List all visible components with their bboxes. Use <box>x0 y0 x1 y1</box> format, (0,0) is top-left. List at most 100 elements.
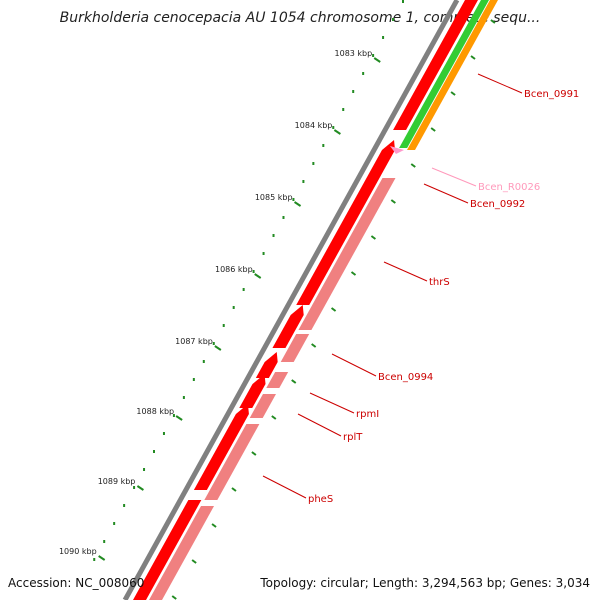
tick-mark <box>136 485 144 491</box>
gene-label-Bcen_R0026: Bcen_R0026 <box>478 182 540 193</box>
tick-label: 1087 kbp <box>175 337 213 346</box>
ruler-dot <box>103 540 106 543</box>
gene-label-Bcen_0992: Bcen_0992 <box>470 199 525 210</box>
tick-mark <box>293 201 302 207</box>
kbp-ticks: 1083 kbp 1084 kbp 1085 kbp 1086 kbp 1087 kbp… <box>59 19 496 600</box>
ruler-dot <box>292 198 295 201</box>
forward-cds-6 <box>133 500 202 600</box>
leader-line <box>262 475 307 499</box>
forward-cds-2 <box>272 305 304 348</box>
ruler-dot <box>352 90 355 93</box>
ruler-dot <box>272 234 275 237</box>
ruler-dot <box>362 72 365 75</box>
tick-label: 1085 kbp <box>255 193 293 202</box>
gene-label-Bcen_0994: Bcen_0994 <box>378 372 433 383</box>
leader-line <box>423 183 469 204</box>
ruler-dot <box>342 108 345 111</box>
inner-tick <box>231 487 237 492</box>
ruler-dots <box>93 0 404 561</box>
gene-label-rpmI: rpmI <box>356 409 379 420</box>
ruler-dot <box>252 270 255 273</box>
inner-tick <box>410 163 416 168</box>
leader-line <box>431 167 477 187</box>
reverse-cds-0 <box>298 178 396 330</box>
reverse-cds-2 <box>266 372 289 388</box>
tick-label: 1084 kbp <box>295 121 333 130</box>
reverse-cds-4 <box>204 424 260 500</box>
gene-label-pheS: pheS <box>308 494 333 505</box>
orange-track <box>407 0 498 150</box>
ruler-dot <box>133 486 136 489</box>
inner-tick <box>330 307 337 312</box>
ruler-dot <box>382 36 385 39</box>
tick-label: 1090 kbp <box>59 547 97 556</box>
leader-line <box>477 73 523 94</box>
ruler-dot <box>182 396 185 399</box>
forward-cds-1 <box>296 140 395 305</box>
ruler-dot <box>282 216 285 219</box>
inner-tick <box>390 199 396 204</box>
leader-line <box>331 353 377 377</box>
genome-summary-text: Topology: circular; Length: 3,294,563 bp… <box>260 576 590 590</box>
leader-line <box>297 413 342 437</box>
inner-tick <box>490 19 496 24</box>
inner-tick <box>271 415 277 420</box>
ruler-dot <box>202 360 205 363</box>
inner-tick <box>470 55 476 60</box>
tick-mark <box>373 57 381 63</box>
ruler-dot <box>302 180 305 183</box>
inner-tick <box>191 559 197 564</box>
ruler-dot <box>153 450 155 453</box>
gene-label-thrS: thrS <box>429 277 450 288</box>
ruler-dot <box>143 468 146 471</box>
inner-tick <box>350 271 357 276</box>
inner-tick <box>291 379 297 384</box>
ruler-dot <box>392 18 395 21</box>
ruler-dot <box>113 522 116 525</box>
ruler-dot <box>262 252 265 255</box>
ruler-dot <box>372 54 375 57</box>
ruler-dot <box>402 0 404 3</box>
tick-mark <box>175 415 183 421</box>
tick-mark <box>333 129 341 135</box>
accession-text: Accession: NC_008060 <box>8 576 145 590</box>
forward-cds-4 <box>239 374 266 408</box>
inner-tick <box>370 235 377 240</box>
ruler-dot <box>123 504 126 507</box>
ruler-dot <box>232 306 235 309</box>
reverse-cds-5 <box>149 506 215 600</box>
forward-cds-5 <box>193 404 249 490</box>
backbone-line <box>122 0 460 600</box>
ruler-dot <box>332 126 335 129</box>
inner-tick <box>311 343 317 348</box>
tick-mark <box>214 345 222 351</box>
ruler-dot <box>222 324 225 327</box>
tick-label: 1089 kbp <box>98 477 136 486</box>
gene-labels: Bcen_0991 Bcen_R0026 Bcen_0992 thrS Bcen_099… <box>262 73 579 505</box>
tick-mark <box>254 273 262 279</box>
tick-mark <box>98 555 106 561</box>
tick-label: 1088 kbp <box>136 407 174 416</box>
feature-tracks <box>122 0 498 600</box>
gene-label-rplT: rplT <box>343 432 363 443</box>
inner-tick <box>450 91 456 96</box>
rna-feature <box>390 146 404 154</box>
forward-cds-3 <box>255 352 278 378</box>
inner-tick <box>211 523 217 528</box>
tick-label: 1083 kbp <box>335 49 373 58</box>
forward-cds-0 <box>393 0 478 130</box>
ruler-dot <box>192 378 195 381</box>
leader-line <box>309 392 355 414</box>
inner-tick <box>171 595 177 600</box>
inner-tick <box>251 451 257 456</box>
ruler-dot <box>212 342 215 345</box>
leader-line <box>383 261 428 282</box>
reverse-cds-3 <box>249 394 276 418</box>
map-title: Burkholderia cenocepacia AU 1054 chromos… <box>59 10 541 26</box>
ruler-dot <box>242 288 245 291</box>
reverse-cds-1 <box>280 334 310 362</box>
ruler-dot <box>93 558 96 561</box>
ruler-dot <box>312 162 315 165</box>
tick-label: 1086 kbp <box>215 265 253 274</box>
